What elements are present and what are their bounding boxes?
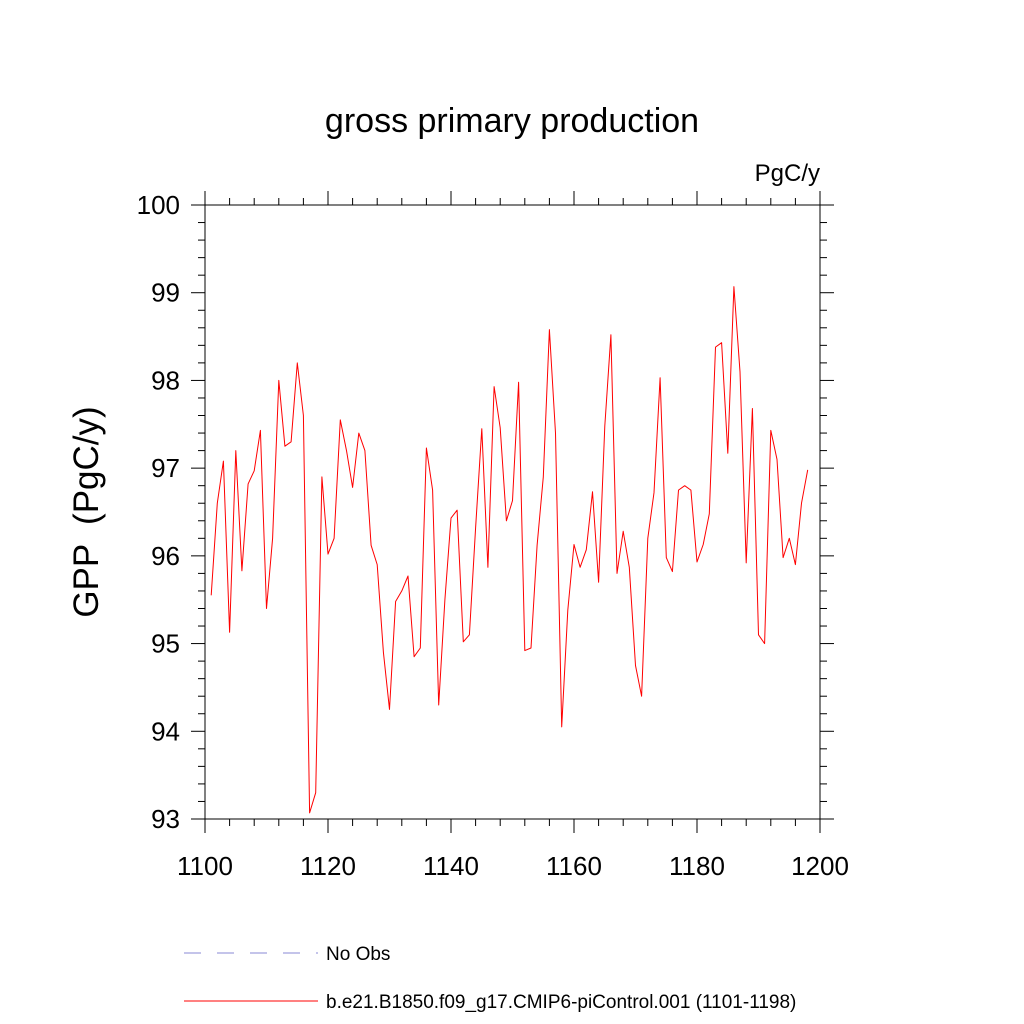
- x-tick-label: 1120: [300, 851, 356, 881]
- y-tick-label: 100: [137, 190, 180, 220]
- y-tick-label: 97: [151, 453, 180, 483]
- y-tick-label: 98: [151, 365, 180, 395]
- x-tick-label: 1140: [423, 851, 479, 881]
- x-tick-label: 1200: [791, 851, 849, 881]
- series-line: [210, 286, 809, 814]
- axis-ticks: [191, 191, 834, 833]
- plot-frame: [204, 204, 821, 820]
- data-series: [210, 286, 809, 814]
- y-tick-label: 99: [151, 278, 180, 308]
- chart-title: gross primary production: [325, 102, 699, 140]
- y-axis-label: GPP (PgC/y): [67, 406, 106, 617]
- y-tick-label: 94: [151, 716, 180, 746]
- legend-model-label: b.e21.B1850.f09_g17.CMIP6-piControl.001 …: [326, 992, 796, 1013]
- legend: No Obs b.e21.B1850.f09_g17.CMIP6-piContr…: [184, 944, 796, 1013]
- x-tick-label: 1180: [669, 851, 725, 881]
- y-tick-label: 96: [151, 541, 180, 571]
- x-tick-label: 1100: [177, 851, 233, 881]
- legend-no-obs-label: No Obs: [326, 944, 390, 965]
- y-tick-label: 95: [151, 629, 180, 659]
- axis-tick-labels: 1100 1120 1140 1160 1180 1200 93 94 95 96 97 98 99 10…: [137, 190, 849, 881]
- units-label: PgC/y: [755, 160, 820, 187]
- y-tick-label: 93: [151, 804, 180, 834]
- x-tick-label: 1160: [546, 851, 602, 881]
